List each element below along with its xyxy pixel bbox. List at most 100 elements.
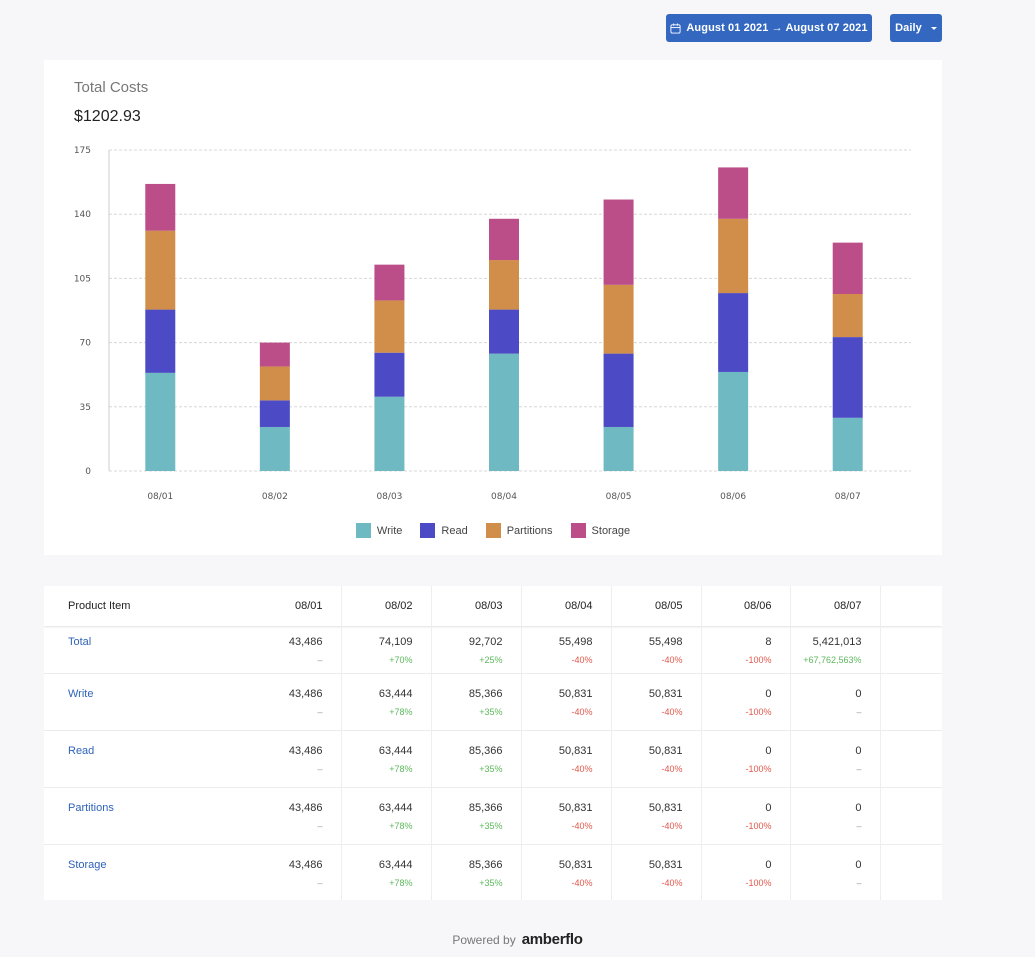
bar-write-08-06[interactable] xyxy=(718,371,749,471)
table-cell: 74,109 +70% xyxy=(341,626,432,673)
table-cell: 0 -100% xyxy=(701,730,791,787)
table-cell: 85,366 +35% xyxy=(431,730,522,787)
header-product-item: Product Item xyxy=(44,586,251,626)
cell-value: 85,366 xyxy=(468,687,503,700)
header-blank xyxy=(880,586,942,626)
bar-read-08-01[interactable] xyxy=(145,309,176,373)
amberflo-logo[interactable]: amberflo xyxy=(521,931,583,948)
blank-cell xyxy=(880,787,942,844)
cell-change: -40% xyxy=(661,877,683,888)
legend-item-read[interactable]: Read xyxy=(420,523,468,538)
bar-partitions-08-04[interactable] xyxy=(489,260,519,310)
row-label-write[interactable]: Write xyxy=(68,687,94,700)
bar-storage-08-01[interactable] xyxy=(145,183,176,231)
calendar-icon xyxy=(670,22,681,34)
cell-value: 85,366 xyxy=(468,801,503,814)
row-label-storage[interactable]: Storage xyxy=(68,858,107,871)
cell-change: -40% xyxy=(661,706,683,717)
x-tick-label: 08/02 xyxy=(262,492,288,502)
bar-read-08-02[interactable] xyxy=(259,400,290,427)
cell-change: +35% xyxy=(479,877,503,888)
table-cell: 50,831 -40% xyxy=(521,787,612,844)
cell-change: -40% xyxy=(571,763,593,774)
bar-storage-08-06[interactable] xyxy=(718,167,749,219)
cell-value: 0 xyxy=(765,858,772,871)
legend-swatch xyxy=(355,523,371,538)
legend-item-write[interactable]: Write xyxy=(355,523,403,538)
row-label-partitions[interactable]: Partitions xyxy=(68,801,114,814)
bar-storage-08-04[interactable] xyxy=(489,218,519,261)
header-08-01: 08/01 xyxy=(251,586,342,626)
bar-read-08-03[interactable] xyxy=(374,352,405,397)
bar-read-08-05[interactable] xyxy=(603,353,634,427)
bar-partitions-08-05[interactable] xyxy=(603,284,634,354)
table-cell: 43,486 – xyxy=(251,787,342,844)
bar-partitions-08-01[interactable] xyxy=(145,230,176,310)
cell-value: 43,486 xyxy=(288,744,323,757)
table-row-read: Read 43,486 – 63,444 +78% 85,366 +35% 50,831 -40… xyxy=(44,730,942,787)
table-cell: 5,421,013 +67,762,563% xyxy=(790,626,881,673)
table-cell: 85,366 +35% xyxy=(431,844,522,900)
bar-write-08-05[interactable] xyxy=(603,426,634,471)
legend-item-storage[interactable]: Storage xyxy=(570,523,630,538)
table-cell: 0– xyxy=(790,730,881,787)
bar-partitions-08-02[interactable] xyxy=(259,366,290,401)
bar-read-08-07[interactable] xyxy=(832,337,863,418)
bar-storage-08-03[interactable] xyxy=(374,264,405,301)
legend-item-partitions[interactable]: Partitions xyxy=(485,523,553,538)
header-08-04: 08/04 xyxy=(521,586,612,626)
bar-read-08-06[interactable] xyxy=(718,293,749,372)
bar-storage-08-07[interactable] xyxy=(832,242,863,294)
cell-value: 50,831 xyxy=(648,858,683,871)
cell-value: 43,486 xyxy=(288,636,323,648)
table-cell: 0 -100% xyxy=(701,673,791,730)
bar-write-08-03[interactable] xyxy=(374,396,405,471)
bar-read-08-04[interactable] xyxy=(489,309,519,354)
y-tick-label: 140 xyxy=(74,210,91,220)
cell-change: -100% xyxy=(745,655,772,665)
cell-value: 50,831 xyxy=(648,744,683,757)
bar-write-08-01[interactable] xyxy=(145,372,176,471)
cell-value: 85,366 xyxy=(468,744,503,757)
cell-change: +35% xyxy=(479,763,503,774)
cell-change: +78% xyxy=(389,877,413,888)
bar-write-08-04[interactable] xyxy=(489,353,519,471)
y-tick-label: 175 xyxy=(74,146,91,156)
cell-change: -40% xyxy=(661,763,683,774)
legend-label: Write xyxy=(376,524,403,537)
header-08-02: 08/02 xyxy=(341,586,432,626)
date-range-label: August 01 2021 → August 07 2021 xyxy=(686,22,868,34)
bar-partitions-08-03[interactable] xyxy=(374,300,405,353)
table-cell: 43,486 – xyxy=(251,673,342,730)
caret-down-icon xyxy=(930,26,937,30)
cell-change: +78% xyxy=(389,706,413,717)
period-label: Daily xyxy=(895,22,922,34)
bar-storage-08-05[interactable] xyxy=(603,199,634,285)
row-label-read[interactable]: Read xyxy=(68,744,95,757)
y-tick-label: 0 xyxy=(85,467,91,477)
table-cell: 92,702 +25% xyxy=(431,626,522,673)
bar-write-08-07[interactable] xyxy=(832,417,863,471)
cell-value: 0 xyxy=(765,687,772,700)
x-tick-label: 08/01 xyxy=(147,492,173,502)
period-dropdown[interactable]: Daily xyxy=(890,14,942,42)
bar-partitions-08-06[interactable] xyxy=(718,218,749,294)
bar-storage-08-02[interactable] xyxy=(259,342,290,367)
x-tick-label: 08/06 xyxy=(720,492,746,502)
cell-change: -40% xyxy=(571,706,593,717)
x-tick-label: 08/04 xyxy=(491,492,517,502)
cost-table: Product Item 08/01 08/02 08/03 08/04 08/05 08… xyxy=(44,586,942,900)
cell-change: +35% xyxy=(479,820,503,831)
cell-value: 74,109 xyxy=(378,636,413,648)
row-label-total[interactable]: Total xyxy=(68,636,92,648)
table-cell: 43,486 – xyxy=(251,730,342,787)
bar-partitions-08-07[interactable] xyxy=(832,293,863,338)
header-08-06: 08/06 xyxy=(701,586,791,626)
bar-write-08-02[interactable] xyxy=(259,426,290,471)
cell-change: +25% xyxy=(479,655,503,665)
cell-change: -100% xyxy=(745,877,772,888)
cell-change: -100% xyxy=(745,763,772,774)
cell-value: 0 xyxy=(765,801,772,814)
table-cell: 63,444 +78% xyxy=(341,673,432,730)
date-range-button[interactable]: August 01 2021 → August 07 2021 xyxy=(666,14,872,42)
